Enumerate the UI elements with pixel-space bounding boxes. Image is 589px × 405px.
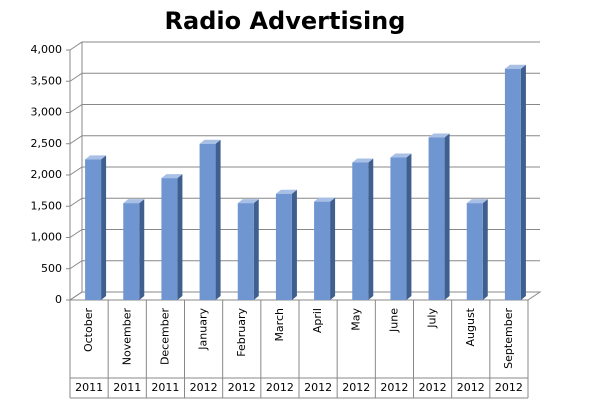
year-label: 2012: [190, 381, 218, 394]
grid-line: [69, 291, 540, 301]
bar-front: [466, 203, 483, 300]
y-tick-label: 3,000: [31, 106, 63, 119]
bar-front: [314, 201, 331, 300]
grid-line: [69, 72, 540, 82]
bar-side: [139, 199, 145, 300]
bar: [275, 189, 297, 300]
year-label: 2012: [419, 381, 447, 394]
bar: [466, 199, 488, 300]
x-tick-label: December: [158, 308, 171, 366]
bar-side: [444, 133, 450, 300]
bar-side: [520, 64, 526, 300]
bar: [85, 155, 107, 300]
bar-top: [352, 158, 374, 163]
bar: [314, 197, 336, 300]
bar: [504, 64, 526, 300]
y-tick-label: 1,000: [31, 231, 63, 244]
year-label: 2012: [342, 381, 370, 394]
bar-side: [406, 153, 412, 300]
bar-top: [161, 174, 183, 179]
chart-title: Radio Advertising: [165, 7, 406, 35]
grid-line: [69, 41, 540, 51]
y-tick-label: 4,000: [31, 43, 63, 56]
y-tick-label: 2,500: [31, 137, 63, 150]
year-label: 2011: [113, 381, 141, 394]
x-tick-label: July: [426, 308, 439, 329]
bar-side: [215, 139, 221, 300]
bar-top: [199, 139, 221, 144]
bar-front: [428, 137, 445, 300]
bar: [237, 199, 259, 300]
grid-line: [69, 229, 540, 238]
year-label: 2012: [266, 381, 294, 394]
bar-top: [123, 199, 145, 204]
x-tick-label: September: [502, 308, 515, 369]
bar-top: [466, 199, 488, 204]
bar-top: [275, 189, 297, 194]
x-tick-label: February: [235, 308, 248, 357]
bar-top: [237, 199, 259, 204]
bar-front: [390, 157, 407, 300]
bar-side: [330, 197, 336, 300]
year-label: 2012: [380, 381, 408, 394]
bar-front: [237, 203, 254, 300]
bar: [161, 174, 183, 300]
grid-line: [69, 166, 540, 176]
y-tick-label: 1,500: [31, 199, 63, 212]
grid-line: [69, 260, 540, 270]
y-tick-label: 3,500: [31, 74, 63, 87]
x-tick-label: May: [349, 308, 362, 331]
bar-front: [161, 178, 178, 300]
bar-side: [177, 174, 183, 300]
bar-side: [368, 158, 374, 300]
bar-front: [352, 162, 369, 300]
x-tick-label: January: [197, 308, 210, 351]
bar-top: [428, 133, 450, 138]
x-tick-label: June: [387, 308, 400, 333]
grid-line: [69, 197, 540, 207]
bar: [390, 153, 412, 300]
y-tick-label: 500: [41, 262, 62, 275]
bar: [199, 139, 221, 300]
year-label: 2012: [457, 381, 485, 394]
year-label: 2012: [228, 381, 256, 394]
bar-front: [123, 203, 140, 300]
x-tick-label: October: [82, 308, 95, 352]
bar: [123, 199, 145, 300]
bar-front: [504, 68, 521, 300]
x-tick-label: March: [273, 308, 286, 342]
bar-top: [390, 153, 412, 158]
grid-line: [69, 104, 540, 113]
x-tick-label: November: [120, 308, 133, 366]
bar-front: [85, 159, 102, 300]
bar-side: [101, 155, 107, 300]
bar-side: [291, 189, 297, 300]
bar: [428, 133, 450, 300]
year-label: 2011: [75, 381, 103, 394]
bar-side: [253, 199, 259, 300]
x-tick-label: April: [311, 308, 324, 333]
grid-line: [69, 135, 540, 145]
bar-top: [504, 64, 526, 69]
year-label: 2012: [495, 381, 523, 394]
bar-top: [314, 197, 336, 202]
y-tick-label: 2,000: [31, 168, 63, 181]
year-label: 2011: [151, 381, 179, 394]
year-label: 2012: [304, 381, 332, 394]
bar-side: [482, 199, 488, 300]
bar-front: [199, 143, 216, 300]
bar-front: [275, 193, 292, 300]
bar: [352, 158, 374, 300]
y-tick-label: 0: [55, 293, 62, 306]
bar-top: [85, 155, 107, 160]
x-tick-label: August: [464, 307, 477, 346]
